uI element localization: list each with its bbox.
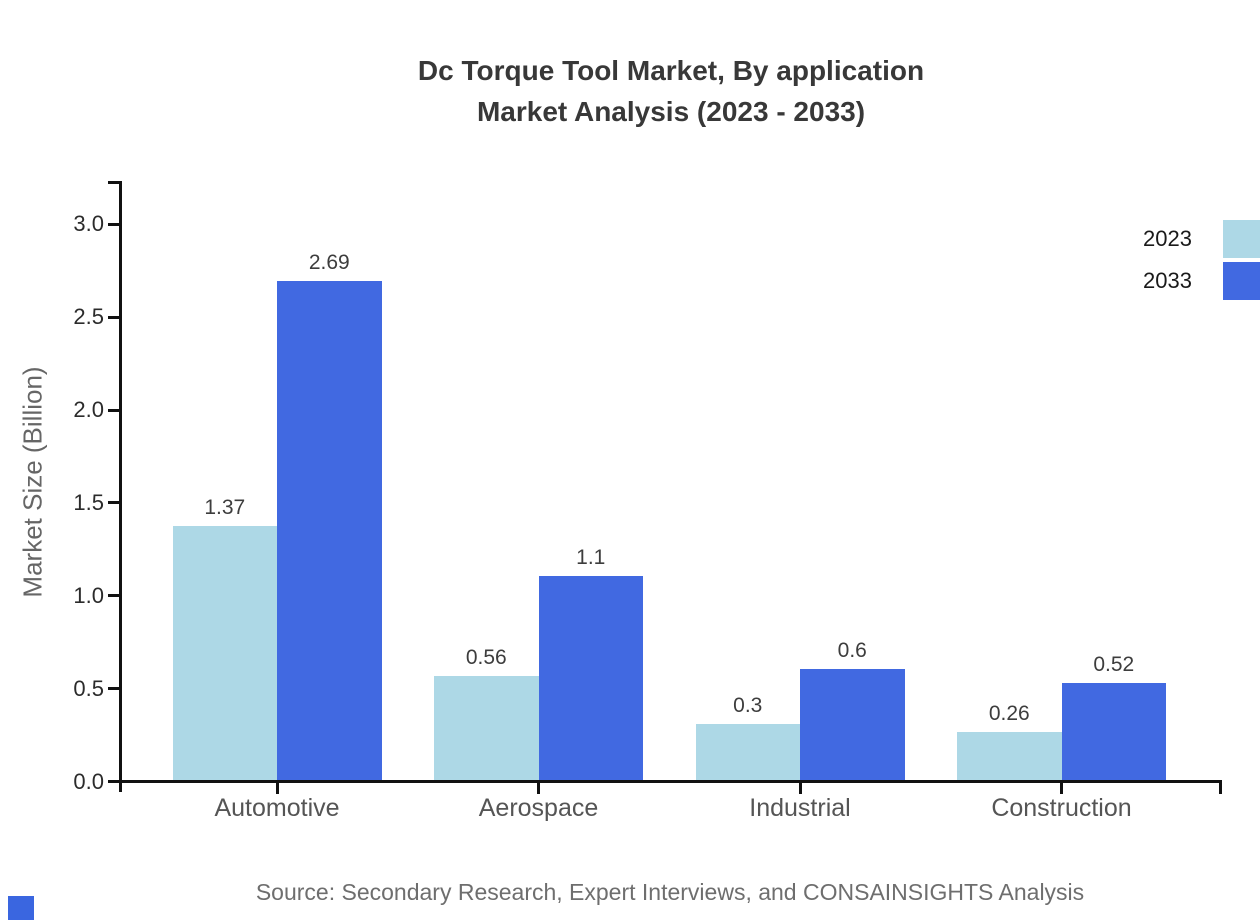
legend-swatch-2023 bbox=[1223, 220, 1260, 258]
y-tick bbox=[108, 501, 119, 505]
y-tick bbox=[108, 315, 119, 319]
bar-2033-automotive bbox=[277, 280, 382, 780]
y-tick bbox=[108, 687, 119, 691]
bar-2033-aerospace bbox=[538, 575, 643, 780]
category-label: Aerospace bbox=[478, 794, 599, 822]
value-label: 0.52 bbox=[1093, 653, 1135, 677]
value-label: 0.26 bbox=[988, 701, 1030, 725]
y-tick-label: 1.0 bbox=[73, 582, 104, 608]
bar-2033-industrial bbox=[800, 668, 905, 780]
legend-label-2023: 2023 bbox=[1143, 226, 1192, 251]
x-tick bbox=[537, 783, 540, 794]
value-label: 1.1 bbox=[576, 545, 606, 569]
value-label: 0.3 bbox=[733, 694, 763, 718]
bar-2033-construction bbox=[1061, 683, 1166, 780]
y-tick bbox=[108, 408, 119, 412]
chart-title: Dc Torque Tool Market, By application Ma… bbox=[82, 50, 1260, 132]
value-label: 0.56 bbox=[465, 646, 507, 670]
y-tick-label: 2.5 bbox=[73, 304, 104, 330]
bar-2023-industrial bbox=[695, 724, 800, 780]
bar-2023-automotive bbox=[172, 525, 277, 780]
brand-logo-mark bbox=[8, 896, 34, 920]
legend-swatch-2033 bbox=[1223, 262, 1260, 300]
category-label: Construction bbox=[991, 794, 1132, 822]
x-axis-end-tick bbox=[1219, 783, 1222, 794]
category-label: Industrial bbox=[749, 794, 851, 822]
x-tick bbox=[798, 783, 802, 794]
y-tick-label: 3.0 bbox=[73, 211, 104, 237]
y-tick-label: 1.5 bbox=[73, 489, 104, 515]
y-tick-label: 0.5 bbox=[73, 675, 104, 701]
y-tick-label: 2.0 bbox=[73, 397, 104, 423]
legend-label-2033: 2033 bbox=[1143, 268, 1192, 293]
y-tick bbox=[108, 594, 119, 598]
source-attribution: Source: Secondary Research, Expert Inter… bbox=[255, 879, 1085, 905]
bar-2023-aerospace bbox=[434, 676, 539, 780]
value-label: 2.69 bbox=[308, 250, 350, 274]
value-label: 0.6 bbox=[837, 638, 867, 662]
y-tick bbox=[108, 780, 119, 783]
chart-title-line1: Dc Torque Tool Market, By application bbox=[417, 55, 925, 86]
bar-2023-construction bbox=[957, 731, 1062, 780]
x-tick bbox=[1060, 783, 1063, 794]
value-label: 1.37 bbox=[204, 495, 246, 519]
y-tick bbox=[108, 222, 119, 226]
y-axis-spine bbox=[119, 181, 122, 792]
x-axis-spine bbox=[119, 780, 1222, 783]
chart-title-line2: Market Analysis (2023 - 2033) bbox=[476, 96, 866, 127]
y-tick-label: 0.0 bbox=[73, 768, 104, 794]
category-label: Automotive bbox=[214, 794, 340, 822]
x-tick bbox=[275, 783, 279, 794]
y-axis-end-tick bbox=[108, 181, 119, 184]
